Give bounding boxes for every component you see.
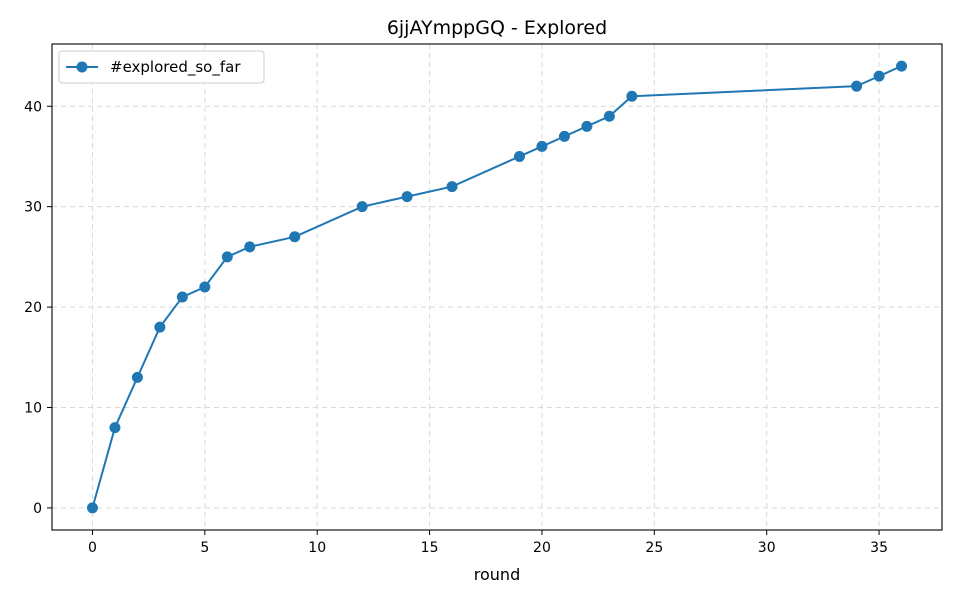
data-point — [896, 60, 908, 72]
series-layer — [86, 60, 908, 514]
y-tick-label: 20 — [24, 300, 42, 316]
legend-label: #explored_so_far — [110, 58, 241, 77]
data-point — [109, 422, 121, 434]
data-point — [536, 140, 548, 152]
axis-ticks: 0 5 10 15 20 25 30 35 0 10 20 30 40 — [24, 99, 888, 556]
y-tick-label: 30 — [24, 200, 42, 216]
x-tick-label: 15 — [421, 540, 439, 556]
chart-title: 6jjAYmppGQ - Explored — [387, 17, 607, 39]
data-point — [581, 120, 593, 132]
y-tick-label: 40 — [24, 99, 42, 115]
x-axis-title: round — [474, 565, 520, 584]
x-tick-label: 0 — [88, 540, 97, 556]
data-point — [446, 181, 458, 193]
legend-marker-swatch — [76, 61, 88, 73]
data-point — [401, 191, 413, 203]
x-tick-label: 20 — [533, 540, 551, 556]
data-point — [86, 502, 98, 514]
x-tick-label: 35 — [870, 540, 888, 556]
series-line — [91, 65, 902, 509]
x-tick-label: 30 — [758, 540, 776, 556]
data-point — [873, 70, 885, 82]
data-point — [356, 201, 368, 213]
data-point — [603, 110, 615, 122]
data-point — [626, 90, 638, 102]
data-point — [221, 251, 233, 263]
legend: #explored_so_far — [58, 50, 265, 84]
data-point — [154, 321, 166, 333]
data-point — [851, 80, 863, 92]
x-tick-label: 10 — [308, 540, 326, 556]
x-tick-label: 5 — [200, 540, 209, 556]
data-point — [131, 371, 143, 383]
data-point — [289, 231, 301, 243]
legend-box — [58, 50, 265, 84]
y-tick-label: 0 — [33, 501, 42, 517]
y-tick-label: 10 — [24, 400, 42, 416]
x-tick-label: 25 — [645, 540, 663, 556]
plot-frame — [51, 43, 943, 531]
data-point — [558, 130, 570, 142]
data-point — [199, 281, 211, 293]
grid — [52, 44, 942, 530]
data-point — [244, 241, 256, 253]
data-point — [176, 291, 188, 303]
data-point — [513, 150, 525, 162]
